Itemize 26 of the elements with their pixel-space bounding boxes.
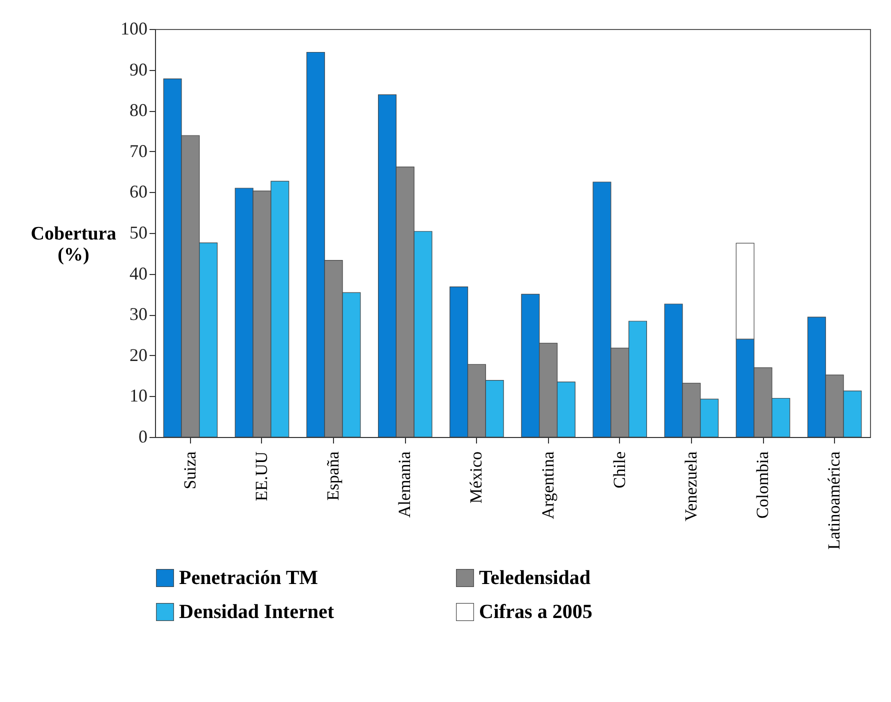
legend-label: Teledensidad <box>479 567 591 589</box>
x-tick-label: Argentina <box>538 451 558 520</box>
x-tick-label: Colombia <box>753 451 772 519</box>
x-tick-label: Chile <box>610 452 629 488</box>
x-tick-label: Alemania <box>395 451 414 518</box>
y-tick-label: 60 <box>130 182 148 202</box>
y-tick-label: 50 <box>130 222 148 242</box>
y-tick-label: 70 <box>130 140 148 161</box>
y-tick-label: 20 <box>130 344 148 365</box>
y-tick-label: 30 <box>130 304 148 324</box>
y-tick-label: 40 <box>130 263 148 284</box>
legend-label: Penetración TM <box>179 567 318 589</box>
x-tick-label: México <box>466 452 486 504</box>
x-tick-label: Venezuela <box>681 451 700 522</box>
legend-label: Densidad Internet <box>179 601 334 623</box>
y-tick-label: 90 <box>130 59 148 80</box>
y-tick-label: 0 <box>138 426 148 446</box>
y-axis-title: Cobertura (%) <box>30 224 117 266</box>
x-tick-label: Suiza <box>180 451 200 490</box>
x-tick-label: España <box>324 451 343 501</box>
x-tick-label: Latinoamérica <box>824 451 844 550</box>
legend-label: Cifras a 2005 <box>479 601 592 623</box>
y-tick-label: 10 <box>130 386 148 406</box>
y-tick-label: 100 <box>120 18 148 38</box>
y-tick-label: 80 <box>130 100 148 120</box>
x-tick-label: EE.UU <box>252 452 271 502</box>
